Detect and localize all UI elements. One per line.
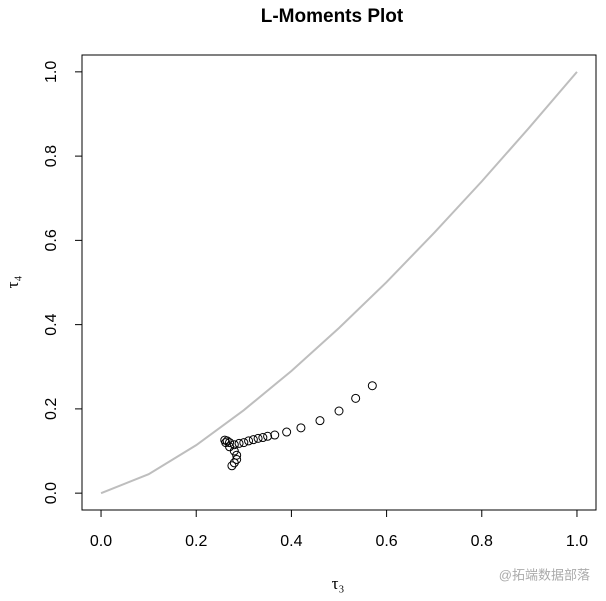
point [229,458,239,468]
point [244,436,254,446]
y-tick-label: 0.4 [43,313,60,335]
y-tick-label: 0.6 [43,229,60,251]
point [296,423,306,433]
point [351,393,361,403]
point [234,438,244,448]
point [227,461,237,471]
x-tick-label: 0.4 [280,533,302,550]
point [225,438,235,448]
y-tick-label: 1.0 [43,61,60,83]
x-tick-label: 0.0 [90,533,112,550]
point [253,433,263,443]
point [263,431,273,441]
plot-box [81,54,597,511]
point [248,435,258,445]
point [258,433,268,443]
point [239,438,249,448]
x-tick-label: 1.0 [566,533,588,550]
point [229,440,239,450]
curve [100,71,578,495]
point [282,427,292,437]
y-tick-label: 0.8 [43,145,60,167]
point [315,416,325,426]
y-tick-label: 0.2 [43,398,60,420]
point [229,446,239,456]
x-tick-label: 0.2 [185,533,207,550]
point [270,430,280,440]
point [334,406,344,416]
x-tick-label: 0.6 [375,533,397,550]
point [367,381,377,391]
y-tick-label: 0.0 [43,482,60,504]
y-axis-label: τ₄ [3,276,22,289]
chart-title: L-Moments Plot [261,6,404,27]
x-tick-label: 0.8 [471,533,493,550]
x-axis-label: τ₃ [332,574,345,593]
watermark: @拓端数据部落 [499,567,590,582]
